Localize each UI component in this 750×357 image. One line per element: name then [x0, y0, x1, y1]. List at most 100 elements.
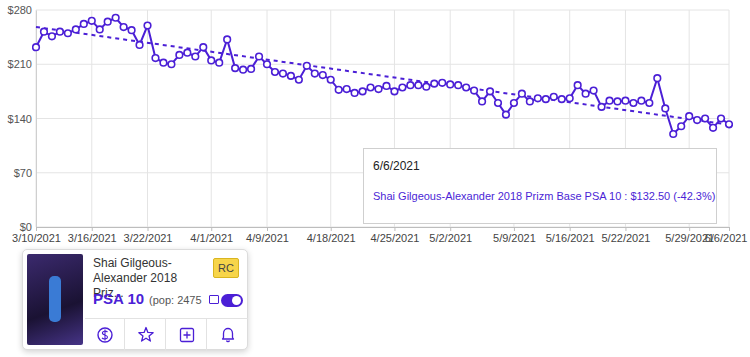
x-tick: 4/25/2021	[370, 227, 419, 244]
x-tick-label: 4/9/2021	[246, 232, 289, 244]
trend-line	[36, 27, 729, 125]
x-tick: 3/10/2021	[12, 227, 61, 244]
x-tick-label: 4/18/2021	[307, 232, 356, 244]
x-tick-mark	[450, 227, 451, 231]
x-axis-line	[37, 228, 730, 232]
point	[351, 90, 358, 97]
point	[112, 14, 119, 21]
point	[550, 94, 557, 101]
point	[73, 26, 80, 33]
icon-bell	[223, 329, 234, 342]
point	[41, 28, 48, 35]
point	[184, 49, 191, 56]
point	[527, 98, 534, 105]
point	[304, 63, 311, 70]
point	[311, 70, 318, 77]
icon-svg	[126, 319, 166, 351]
y-axis: $0$70$140$210$280	[8, 4, 37, 233]
point	[128, 27, 135, 34]
x-tick: 3/16/2021	[68, 227, 117, 244]
point	[57, 28, 64, 35]
point	[407, 82, 414, 89]
x-tick: 4/1/2021	[190, 227, 233, 244]
point	[654, 75, 661, 82]
point	[542, 96, 549, 103]
icon-svg	[85, 319, 125, 351]
point	[367, 84, 374, 91]
point	[280, 70, 287, 77]
icon-price	[98, 328, 112, 342]
x-tick-mark	[514, 227, 515, 231]
point	[535, 95, 542, 102]
icon-button[interactable]	[167, 319, 207, 351]
y-tick: $140	[8, 113, 36, 125]
point	[383, 83, 390, 90]
grid-line-x	[729, 10, 730, 227]
icon-add	[181, 329, 194, 342]
point	[224, 36, 231, 43]
point	[343, 86, 350, 93]
x-tick-label: 3/22/2021	[124, 232, 173, 244]
icon-button[interactable]	[126, 319, 166, 351]
x-tick-mark	[729, 227, 730, 231]
point	[566, 95, 573, 102]
point	[614, 98, 621, 105]
point	[49, 33, 56, 40]
point	[646, 100, 653, 107]
population: (pop: 2475	[149, 294, 202, 306]
icon-price-s	[102, 330, 108, 341]
point	[678, 123, 685, 130]
point	[264, 61, 271, 68]
icon-button[interactable]	[85, 319, 125, 351]
point	[200, 44, 207, 51]
x-tick-mark	[689, 227, 690, 231]
toggle-knob	[232, 296, 241, 305]
icon-svg	[208, 319, 248, 351]
tooltip: 6/6/2021Shai Gilgeous-Alexander 2018 Pri…	[363, 148, 717, 224]
point	[80, 21, 87, 28]
toggle[interactable]	[221, 294, 243, 307]
point	[622, 97, 629, 104]
point	[694, 117, 701, 124]
population-icon[interactable]	[209, 295, 219, 304]
x-tick: 5/2/2021	[429, 227, 472, 244]
x-tick-label: 5/22/2021	[601, 232, 650, 244]
grid-line-x	[91, 10, 92, 227]
point	[240, 66, 247, 73]
icon-row	[85, 318, 248, 351]
point	[718, 115, 725, 122]
y-tick-label: $140	[8, 113, 32, 125]
point	[630, 100, 637, 107]
grid-line-x	[267, 10, 268, 227]
y-tick: $70	[14, 167, 36, 179]
x-tick-label: 4/1/2021	[190, 232, 233, 244]
x-tick-label: 5/9/2021	[493, 232, 536, 244]
y-tick-label: $280	[8, 4, 32, 16]
icon-svg	[167, 319, 207, 351]
point	[104, 18, 111, 25]
point	[702, 115, 709, 122]
point	[558, 96, 565, 103]
y-tick-label: $210	[8, 58, 32, 70]
icon-button[interactable]	[208, 319, 248, 351]
x-tick-label: 3/10/2021	[12, 232, 61, 244]
point	[120, 24, 127, 31]
x-tick-mark	[36, 227, 37, 231]
point	[296, 76, 303, 83]
y-tick-label: $70	[14, 167, 32, 179]
point	[65, 30, 72, 37]
point	[152, 55, 159, 62]
x-tick-mark	[570, 227, 571, 231]
point	[431, 80, 438, 87]
plot-marks	[33, 14, 733, 137]
point	[447, 81, 454, 88]
point	[33, 44, 40, 51]
point	[319, 72, 326, 79]
x-tick-mark	[148, 227, 149, 231]
point	[248, 66, 255, 73]
x-tick-mark	[92, 227, 93, 231]
card: Shai Gilgeous-Alexander 2018 Priz...RCPS…	[22, 249, 248, 350]
x-tick: 4/18/2021	[307, 227, 356, 244]
card-image-figure	[49, 276, 61, 322]
x-tick: 5/16/2021	[546, 227, 595, 244]
